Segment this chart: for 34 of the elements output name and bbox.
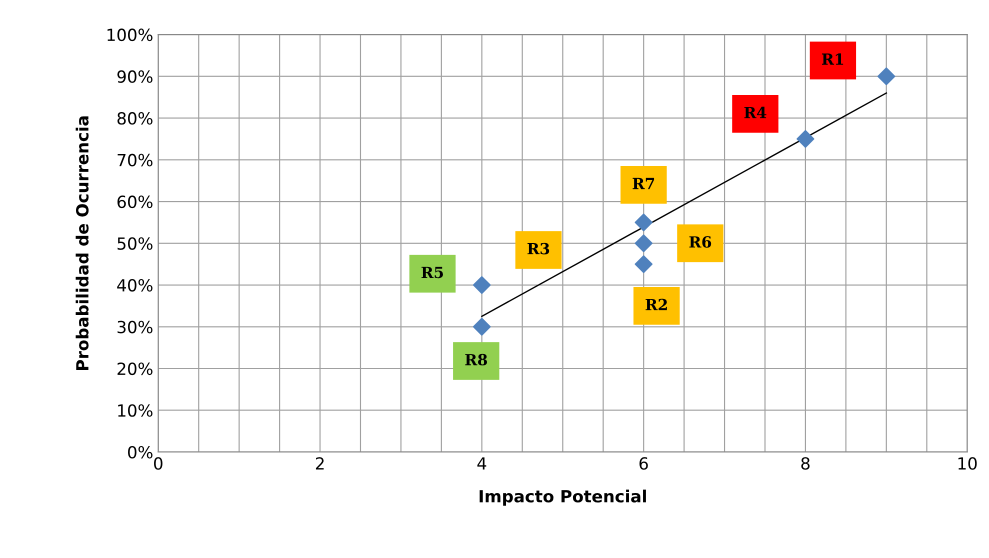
point: [796, 130, 814, 148]
annotation: R1: [822, 53, 844, 65]
point: [634, 214, 653, 232]
y-tick-label: 20%: [118, 362, 152, 376]
y-tick-label: 90%: [117, 70, 152, 83]
x-axis-title: Impacto Potencial: [480, 490, 646, 506]
point: [634, 255, 653, 274]
y-tick-label: 30%: [118, 320, 152, 334]
y-tick-label: 100%: [108, 28, 152, 42]
annotation: R3: [528, 242, 550, 254]
point: [877, 67, 896, 86]
annotation: R4: [744, 106, 766, 118]
y-tick-label: 0%: [128, 446, 152, 459]
x-tick-label: 10: [958, 457, 977, 470]
point: [472, 276, 491, 294]
y-axis-title: Probabilidad de Ocurrencia: [76, 116, 89, 370]
y-tick-label: 40%: [117, 278, 152, 292]
annotation: R7: [632, 178, 654, 190]
point: [634, 234, 653, 252]
y-tick-label: 10%: [118, 404, 152, 417]
annotation: R2: [646, 298, 667, 310]
annotation: R6: [689, 236, 712, 248]
y-tick-label: 70%: [118, 154, 152, 166]
annotation: R5: [422, 266, 443, 278]
y-tick-label: 50%: [118, 237, 152, 250]
x-tick-label: 6: [640, 457, 648, 470]
x-tick-label: 8: [801, 457, 810, 470]
x-tick-label: 0: [154, 457, 162, 470]
annotation: R8: [465, 354, 488, 366]
y-tick-label: 60%: [118, 196, 152, 208]
point: [472, 318, 491, 336]
x-tick-label: 2: [316, 457, 324, 470]
x-tick-label: 4: [477, 457, 486, 470]
y-tick-label: 80%: [117, 112, 152, 125]
